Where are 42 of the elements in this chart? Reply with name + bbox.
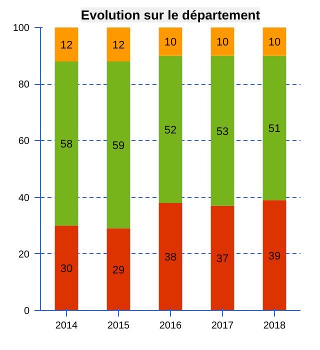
- data-label: 29: [112, 264, 125, 276]
- bar: [158, 28, 182, 56]
- data-label: 10: [216, 36, 229, 49]
- bar: [210, 56, 234, 206]
- data-label: 30: [60, 263, 73, 276]
- bar: [262, 56, 286, 200]
- data-label: 10: [268, 36, 281, 49]
- data-label: 58: [60, 138, 73, 151]
- data-label: 59: [112, 140, 125, 152]
- chart-title: Evolution sur le département: [80, 8, 261, 22]
- data-label: 53: [216, 126, 229, 138]
- bar: [106, 28, 130, 62]
- data-label: 51: [268, 122, 281, 135]
- x-tick-label: 2015: [107, 320, 130, 332]
- data-label: 52: [164, 124, 177, 136]
- y-tick-label: 20: [18, 249, 30, 260]
- bar: [262, 200, 286, 310]
- data-label: 38: [164, 252, 177, 264]
- x-tick-label: 2017: [211, 320, 234, 332]
- bar: [106, 61, 130, 228]
- bar: [158, 202, 182, 310]
- bar: [54, 61, 78, 226]
- y-tick-label: 100: [12, 23, 30, 34]
- data-label: 10: [164, 36, 177, 49]
- y-tick-label: 80: [18, 80, 30, 91]
- data-label: 37: [216, 253, 229, 266]
- bar: [158, 56, 182, 203]
- bar: [210, 206, 234, 310]
- y-tick-label: 60: [18, 136, 30, 148]
- bar: [262, 28, 286, 56]
- data-label: 12: [112, 39, 125, 52]
- x-tick-label: 2016: [159, 320, 182, 332]
- bar: [54, 28, 78, 62]
- x-tick-label: 2018: [263, 320, 286, 332]
- y-tick-label: 0: [24, 306, 30, 317]
- data-label: 39: [268, 250, 281, 262]
- bar: [54, 226, 78, 310]
- bar: [106, 228, 130, 310]
- y-tick-label: 40: [18, 192, 30, 204]
- data-label: 12: [60, 39, 73, 52]
- bar: [210, 28, 234, 56]
- x-tick-label: 2014: [55, 320, 78, 332]
